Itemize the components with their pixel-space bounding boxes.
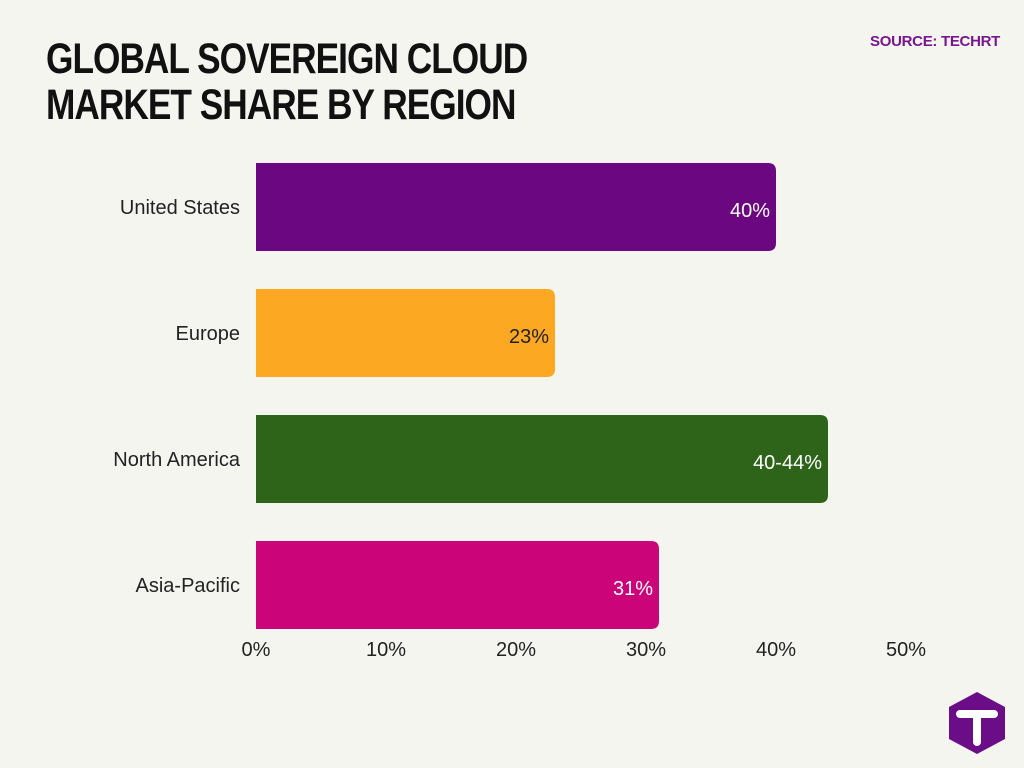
x-tick-label: 40% [756,639,796,661]
bar [256,415,828,503]
x-tick-label: 10% [366,639,406,661]
category-label: North America [113,449,241,471]
x-tick-label: 0% [242,639,271,661]
bar [256,289,555,377]
bar [256,541,659,629]
t-hexagon-icon [949,692,1005,754]
category-label: Asia-Pacific [136,575,240,597]
x-tick-label: 30% [626,639,666,661]
category-label: United States [120,197,240,219]
value-label: 40-44% [753,452,822,474]
source-label: SOURCE: TECHRT [870,33,1000,50]
x-tick-label: 20% [496,639,536,661]
category-label: Europe [176,323,241,345]
chart-title: GLOBAL SOVEREIGN CLOUD MARKET SHARE BY R… [46,35,528,129]
value-label: 23% [509,326,549,348]
x-tick-label: 50% [886,639,926,661]
value-label: 40% [730,200,770,222]
value-label: 31% [613,578,653,600]
bar [256,163,776,251]
